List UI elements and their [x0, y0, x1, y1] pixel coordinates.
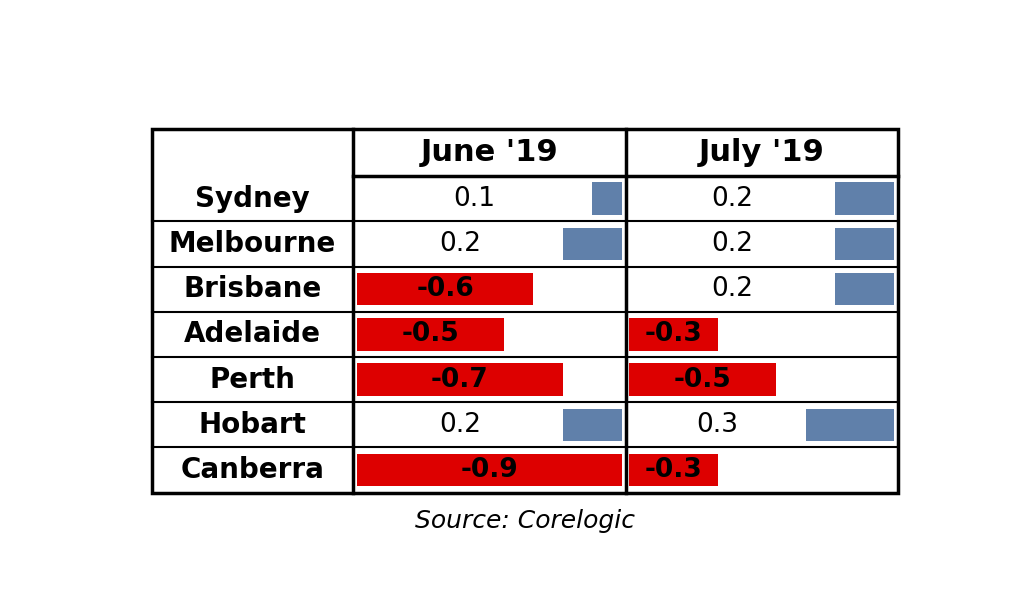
Text: Hobart: Hobart [199, 411, 306, 439]
Text: 0.2: 0.2 [439, 412, 481, 438]
Text: July '19: July '19 [698, 138, 824, 167]
Bar [836, 228, 894, 260]
Text: 0.2: 0.2 [712, 185, 754, 211]
Bar [563, 408, 622, 441]
Text: -0.7: -0.7 [431, 367, 488, 393]
Text: -0.3: -0.3 [645, 457, 702, 483]
Bar [357, 273, 534, 305]
Text: Brisbane: Brisbane [183, 275, 322, 303]
Text: Canberra: Canberra [180, 456, 325, 484]
Text: Perth: Perth [210, 365, 296, 393]
Text: 0.3: 0.3 [696, 412, 738, 438]
Bar [152, 128, 898, 493]
Text: 0.2: 0.2 [439, 231, 481, 257]
Bar [630, 454, 718, 487]
Bar [836, 273, 894, 305]
Bar [630, 318, 718, 351]
Bar [630, 364, 776, 396]
Bar [806, 408, 894, 441]
Bar [836, 182, 894, 215]
Text: June '19: June '19 [421, 138, 558, 167]
Text: -0.5: -0.5 [674, 367, 732, 393]
Text: -0.6: -0.6 [417, 276, 474, 302]
Text: Adelaide: Adelaide [184, 321, 321, 348]
Text: Source: Corelogic: Source: Corelogic [415, 508, 635, 533]
Bar [357, 318, 504, 351]
Bar [592, 182, 622, 215]
Text: 0.1: 0.1 [454, 185, 496, 211]
Text: Sydney: Sydney [196, 185, 310, 213]
Bar [563, 228, 622, 260]
Text: -0.5: -0.5 [401, 321, 460, 347]
Text: -0.9: -0.9 [461, 457, 518, 483]
Text: 0.2: 0.2 [712, 276, 754, 302]
Text: -0.3: -0.3 [645, 321, 702, 347]
Bar [152, 128, 898, 493]
Text: 0.2: 0.2 [712, 231, 754, 257]
Bar [357, 364, 563, 396]
Text: Melbourne: Melbourne [169, 230, 336, 258]
Bar [357, 454, 622, 487]
